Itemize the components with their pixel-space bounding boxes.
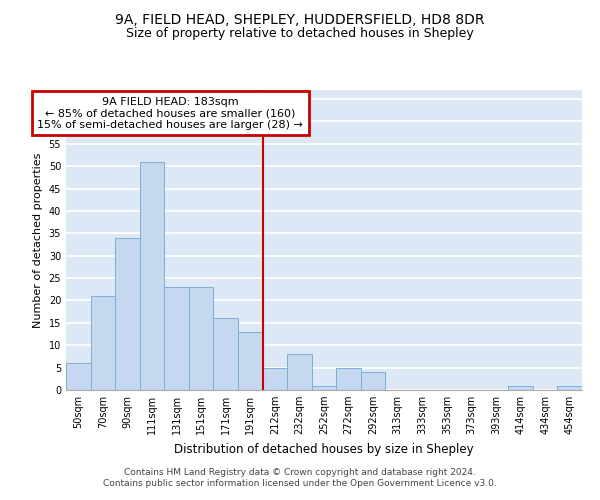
Text: Contains HM Land Registry data © Crown copyright and database right 2024.
Contai: Contains HM Land Registry data © Crown c… (103, 468, 497, 487)
Bar (287, 354, 312, 390)
Bar (263, 368, 287, 390)
Bar (91, 296, 115, 390)
Bar (164, 287, 189, 390)
Text: 9A FIELD HEAD: 183sqm
← 85% of detached houses are smaller (160)
15% of semi-det: 9A FIELD HEAD: 183sqm ← 85% of detached … (37, 96, 304, 130)
Y-axis label: Number of detached properties: Number of detached properties (33, 152, 43, 328)
Bar (66, 363, 91, 390)
Bar (557, 386, 582, 390)
Text: Size of property relative to detached houses in Shepley: Size of property relative to detached ho… (126, 28, 474, 40)
X-axis label: Distribution of detached houses by size in Shepley: Distribution of detached houses by size … (174, 442, 474, 456)
Bar (336, 368, 361, 390)
Bar (214, 318, 238, 390)
Bar (115, 238, 140, 390)
Bar (361, 372, 385, 390)
Bar (508, 386, 533, 390)
Bar (238, 332, 263, 390)
Bar (140, 162, 164, 390)
Bar (189, 287, 214, 390)
Text: 9A, FIELD HEAD, SHEPLEY, HUDDERSFIELD, HD8 8DR: 9A, FIELD HEAD, SHEPLEY, HUDDERSFIELD, H… (115, 12, 485, 26)
Bar (312, 386, 336, 390)
